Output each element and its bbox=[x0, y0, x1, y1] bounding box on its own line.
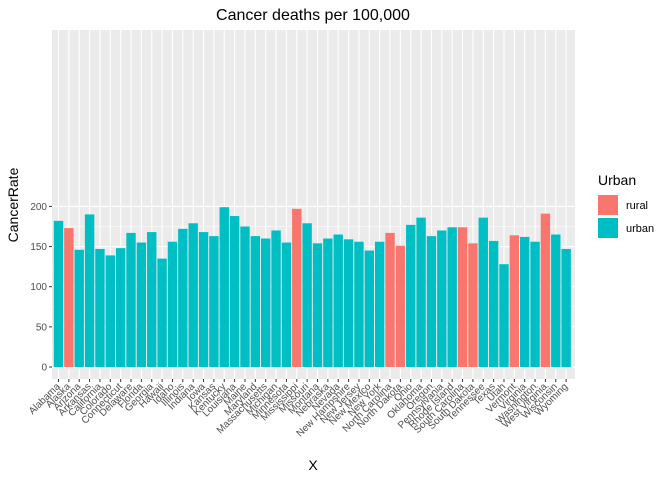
bar-north-dakota bbox=[395, 245, 406, 367]
legend-label-rural: rural bbox=[626, 200, 648, 212]
bar-new-mexico bbox=[364, 250, 374, 367]
bar-pennsylvania bbox=[437, 230, 447, 367]
bar-hawaii bbox=[157, 258, 167, 367]
bar-kansas bbox=[209, 236, 219, 367]
bars bbox=[53, 207, 571, 367]
bar-tennessee bbox=[478, 217, 488, 367]
x-axis: AlabamaAlaskaArizonaArkansasCaliforniaCo… bbox=[27, 379, 570, 439]
chart-title: Cancer deaths per 100,000 bbox=[216, 7, 410, 24]
bar-ohio bbox=[406, 224, 416, 367]
bar-missouri bbox=[302, 223, 312, 367]
bar-california bbox=[95, 248, 105, 367]
bar-florida bbox=[136, 242, 147, 367]
legend: Urban rural urban bbox=[598, 172, 654, 238]
bar-utah bbox=[499, 264, 509, 367]
bar-alaska bbox=[64, 228, 74, 367]
bar-oklahoma bbox=[416, 217, 426, 367]
bar-maryland bbox=[250, 236, 261, 367]
y-tick-label: 0 bbox=[41, 363, 47, 374]
bar-connecticut bbox=[115, 248, 126, 367]
bar-new-hampshire bbox=[343, 239, 354, 367]
y-tick-label: 200 bbox=[30, 202, 47, 213]
legend-items: rural urban bbox=[598, 195, 654, 238]
bar-wyoming bbox=[561, 248, 571, 367]
bar-south-carolina bbox=[457, 227, 468, 367]
bar-washington bbox=[530, 241, 540, 367]
bar-virginia bbox=[520, 236, 530, 367]
bar-arkansas bbox=[84, 214, 95, 367]
bar-vermont bbox=[509, 235, 520, 367]
bar-wisconsin bbox=[551, 234, 561, 367]
bar-alabama bbox=[53, 220, 64, 367]
bar-new-york bbox=[374, 241, 385, 367]
bar-south-dakota bbox=[468, 243, 478, 367]
bar-illinois bbox=[178, 228, 188, 367]
bar-rhode-island bbox=[447, 227, 457, 367]
bar-minnesota bbox=[281, 242, 292, 367]
bar-new-jersey bbox=[354, 241, 364, 367]
bar-arizona bbox=[74, 249, 84, 367]
y-axis: 0 50 100 150 200 bbox=[30, 202, 52, 374]
bar-maine bbox=[240, 226, 250, 367]
bar-west-virginia bbox=[540, 213, 551, 367]
legend-label-urban: urban bbox=[626, 223, 654, 235]
legend-swatch-rural bbox=[598, 195, 618, 215]
bar-montana bbox=[312, 243, 323, 367]
bar-texas bbox=[488, 240, 499, 367]
bar-idaho bbox=[167, 241, 178, 367]
bar-michigan bbox=[271, 230, 281, 367]
y-tick-label: 50 bbox=[36, 322, 48, 333]
bar-louisiana bbox=[229, 216, 240, 367]
bar-nevada bbox=[333, 234, 343, 367]
bar-nebraska bbox=[323, 238, 333, 367]
bar-colorado bbox=[105, 255, 115, 367]
bar-massachusetts bbox=[261, 238, 271, 367]
bar-kentucky bbox=[219, 207, 229, 367]
y-tick-label: 100 bbox=[30, 282, 47, 293]
bar-georgia bbox=[147, 232, 157, 367]
bar-indiana bbox=[188, 223, 198, 367]
bar-mississippi bbox=[292, 208, 302, 367]
y-tick-label: 150 bbox=[30, 242, 47, 253]
x-axis-title: X bbox=[308, 457, 318, 473]
legend-swatch-urban bbox=[598, 218, 618, 238]
bar-oregon bbox=[426, 236, 437, 367]
bar-delaware bbox=[126, 232, 136, 367]
y-axis-title: CancerRate bbox=[5, 167, 21, 242]
bar-iowa bbox=[198, 232, 209, 367]
legend-title: Urban bbox=[598, 172, 636, 188]
bar-north-carolina bbox=[385, 232, 395, 367]
